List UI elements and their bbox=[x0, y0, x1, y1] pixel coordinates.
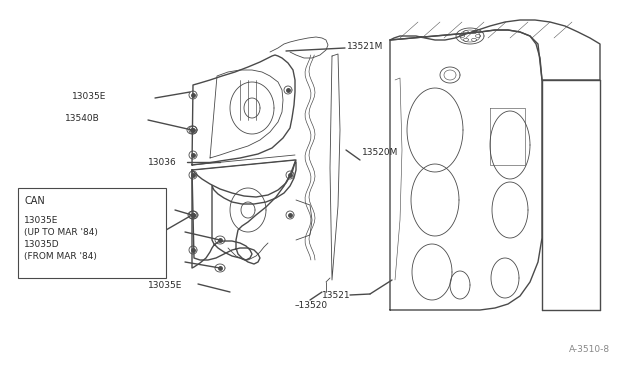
Text: 13036: 13036 bbox=[148, 157, 177, 167]
Text: 13540A: 13540A bbox=[118, 205, 153, 215]
Text: 13035E: 13035E bbox=[24, 216, 58, 225]
Text: 13540A: 13540A bbox=[128, 260, 163, 269]
Text: 13035E: 13035E bbox=[72, 92, 106, 100]
Text: –13520: –13520 bbox=[295, 301, 328, 311]
Text: 13521: 13521 bbox=[322, 292, 351, 301]
Text: 13035M: 13035M bbox=[132, 225, 168, 234]
Text: A-3510-8: A-3510-8 bbox=[569, 345, 610, 354]
Text: 13521M: 13521M bbox=[347, 42, 383, 51]
Text: CAN: CAN bbox=[24, 196, 45, 206]
Text: 13035D: 13035D bbox=[24, 240, 60, 249]
Bar bbox=[18, 188, 166, 278]
Text: (FROM MAR '84): (FROM MAR '84) bbox=[24, 252, 97, 261]
Text: 13035E: 13035E bbox=[148, 282, 182, 291]
Text: (UP TO MAR '84): (UP TO MAR '84) bbox=[24, 228, 98, 237]
Text: 13520M: 13520M bbox=[362, 148, 398, 157]
Text: 13540B: 13540B bbox=[65, 113, 100, 122]
